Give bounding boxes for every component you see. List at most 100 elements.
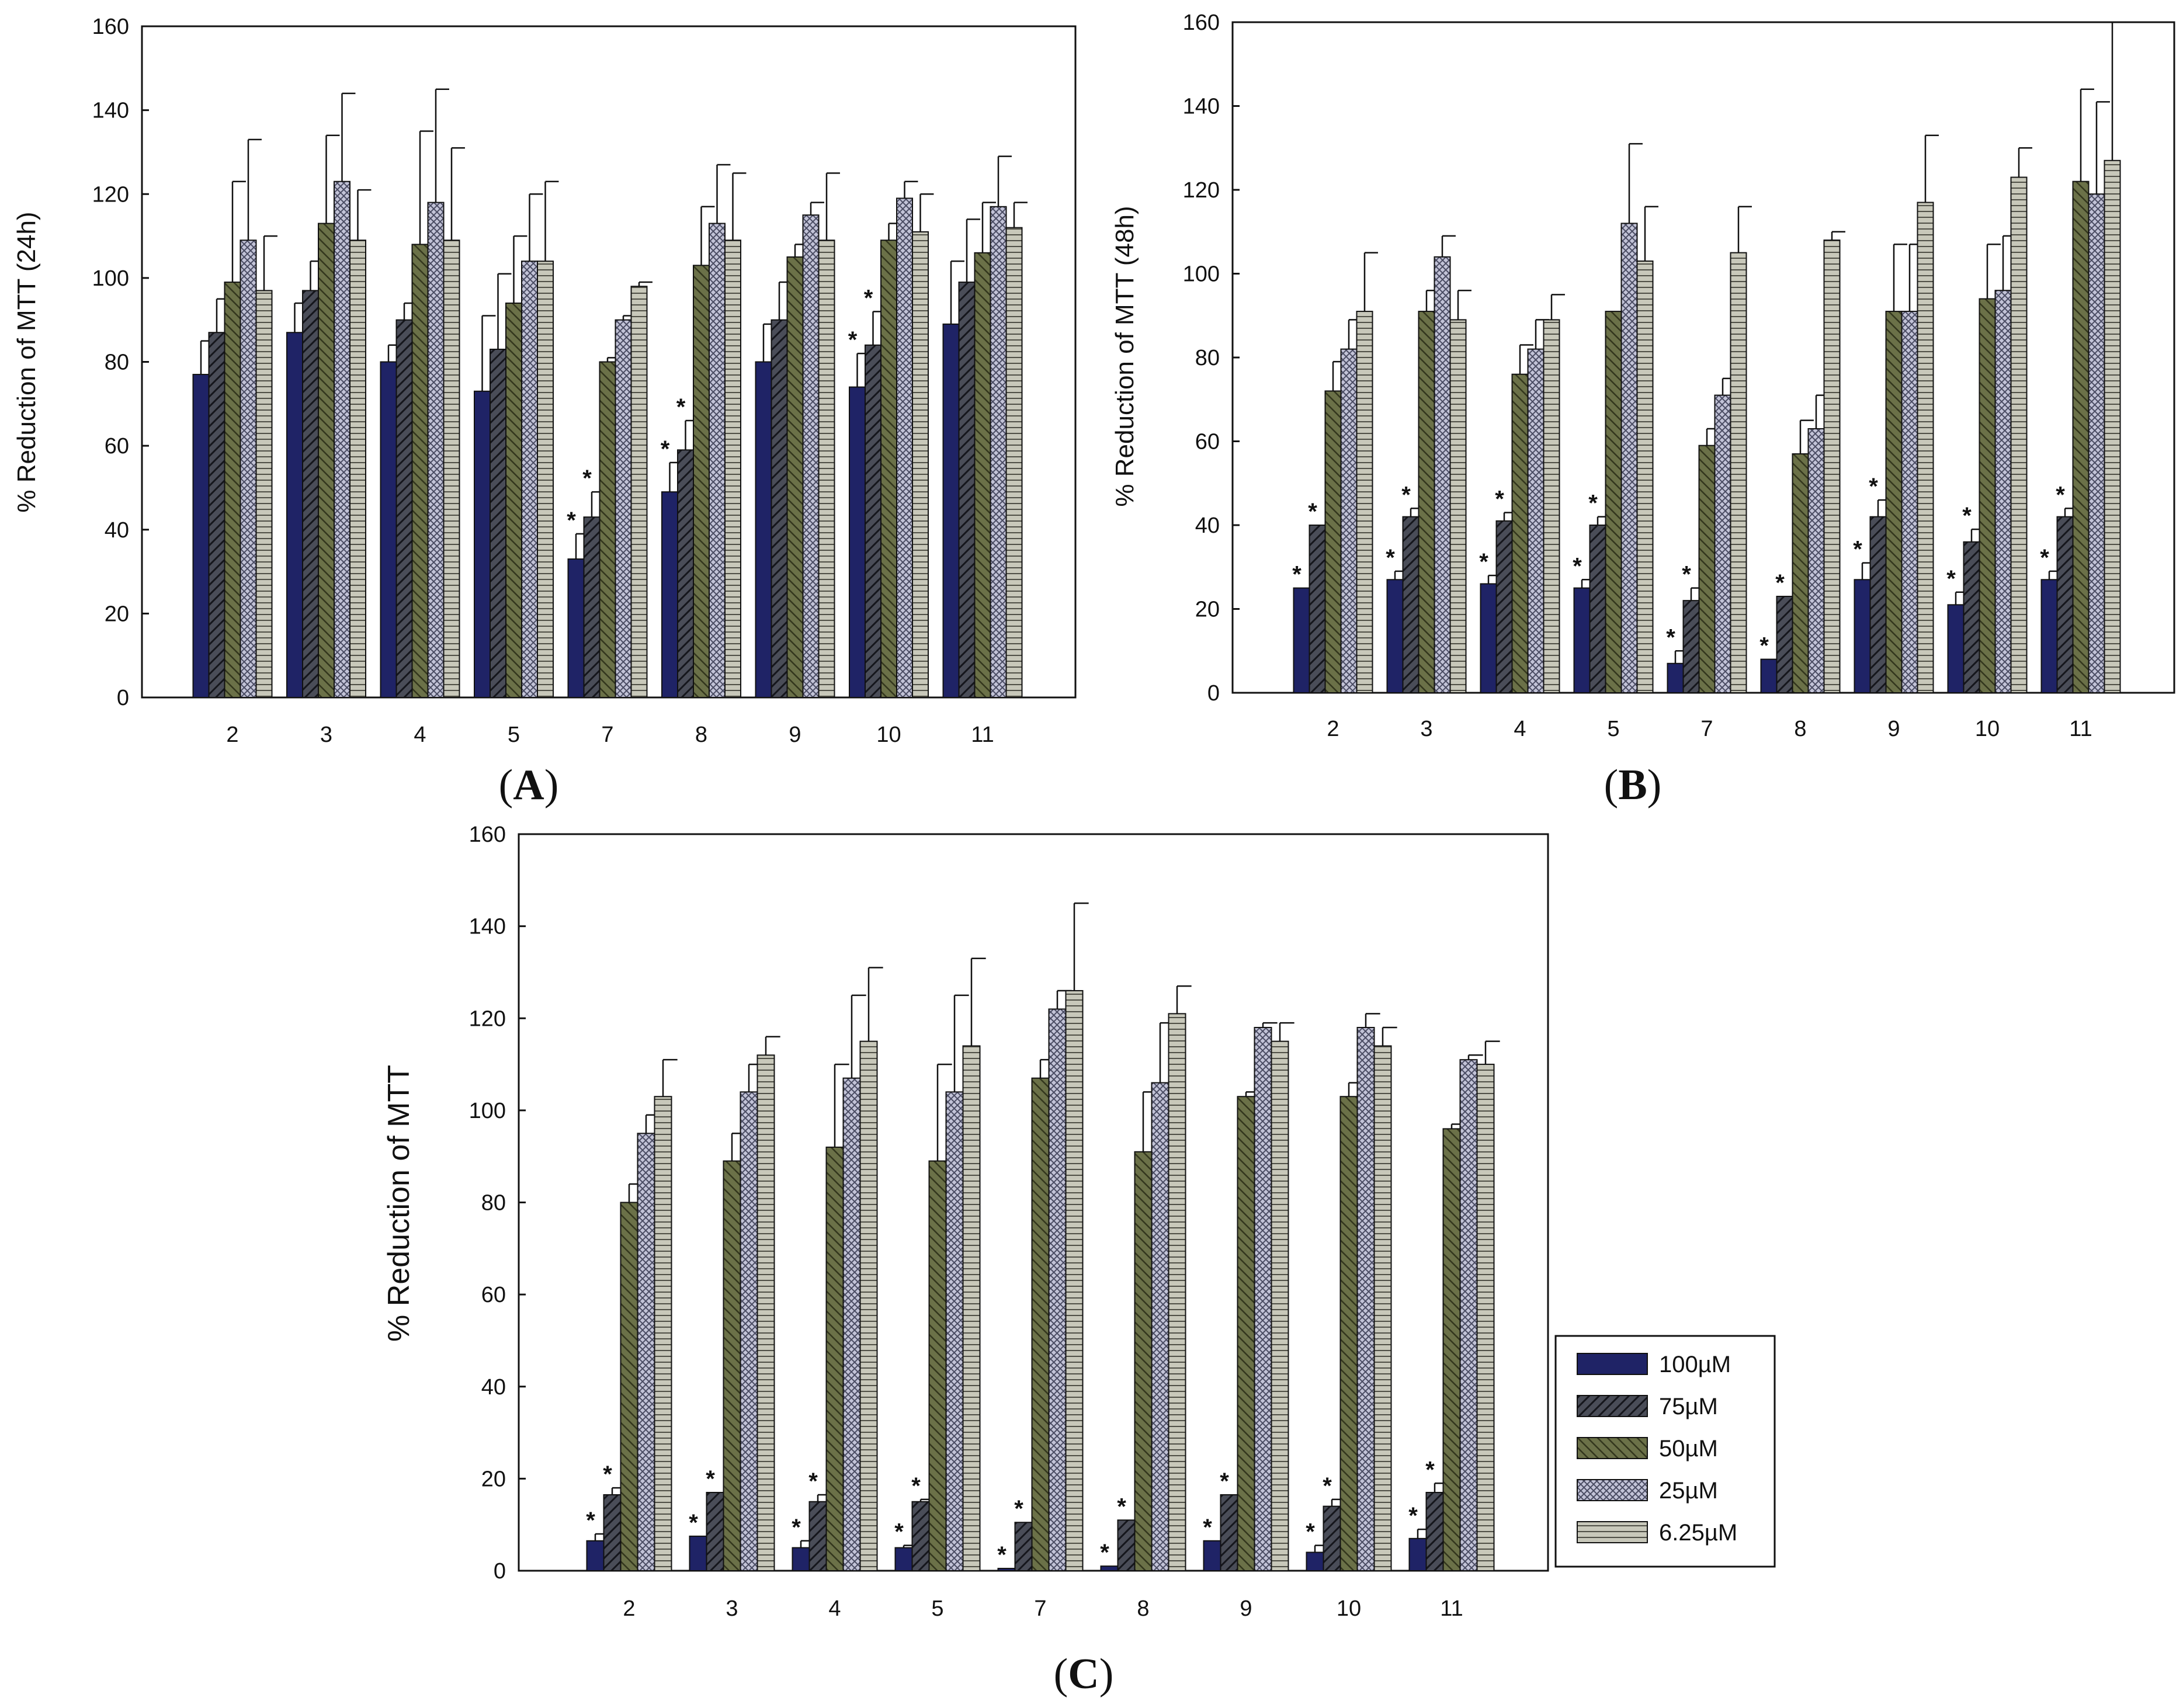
panel-c-ytick-label: 100 [469,1099,506,1123]
bar-b-5-s1 [1589,525,1606,693]
bar-a-4-s4 [443,239,460,698]
bar-c-9-s3 [1254,1027,1272,1571]
bar-a-11-s4 [1005,227,1023,698]
panel-b-xtick-label: 9 [1887,717,1900,741]
panel-a-ytick-label: 120 [92,182,129,207]
bar-a-7-s0 [567,558,585,698]
panel-c-ytick-label: 60 [481,1283,506,1307]
bar-c-7-s2 [1031,1077,1050,1572]
significance-star: * [1495,486,1504,512]
panel-b-xtick-label: 5 [1607,717,1619,741]
bar-c-3-s0 [689,1535,707,1571]
bar-b-11-s0 [2040,579,2058,694]
significance-star: * [676,394,686,420]
bar-b-4-s1 [1495,520,1513,693]
panel-b: % Reduction of MTT (48h) 0 20 40 60 80 100 120… [1110,11,2175,809]
bar-a-3-s4 [349,239,366,698]
bar-c-10-s0 [1306,1551,1324,1572]
bar-a-3-s1 [302,290,319,698]
bar-c-3-s3 [740,1091,758,1571]
bar-b-10-s1 [1963,541,1980,693]
panel-a-xtick-label: 3 [320,723,332,747]
panel-c-axis: 0 20 40 60 80 100 120 140 160 2 3 4 5 7 8 9 10 11 [469,822,1463,1621]
legend-label-4: 6.25µM [1659,1520,1737,1546]
panel-b-ytick-label: 120 [1183,178,1220,203]
panel-c-bars: * * * * * * * * * * * * * * * * * * [586,902,1500,1572]
panel-c-letter: C [1068,1650,1099,1698]
panel-b-bars: * * * * * * * * * * * * * * * * * * [1292,21,2126,694]
panel-a-ytick-label: 80 [105,350,129,375]
bar-c-10-s3 [1356,1027,1375,1571]
bar-a-10-s1 [865,344,881,698]
significance-star: * [1962,503,1972,529]
bar-a-7-s1 [583,516,601,698]
significance-star: * [1775,570,1785,596]
bar-a-5-s1 [490,348,506,698]
panel-b-ytick-label: 100 [1183,262,1220,287]
bar-a-4-s1 [395,319,413,698]
panel-b-caption: (B) [1604,761,1662,809]
panel-c-xtick-label: 8 [1137,1596,1149,1621]
panel-b-xtick-label: 10 [1975,717,2000,741]
bar-a-4-s2 [411,244,429,698]
panel-b-xtick-label: 2 [1327,717,1339,741]
panel-a-bars: ****** [192,88,1028,699]
bar-b-5-s4 [1636,260,1654,694]
significance-star: * [1666,624,1675,650]
panel-a-xtick-label: 7 [601,723,613,747]
bar-c-5-s3 [945,1091,964,1571]
bar-c-5-s4 [962,1045,981,1571]
panel-c-xtick-label: 3 [726,1596,738,1621]
panel-b-ytick-label: 0 [1207,681,1220,706]
panel-c-caption: (C) [1054,1650,1114,1698]
bar-c-3-s2 [723,1160,741,1571]
bar-b-9-s0 [1854,579,1871,694]
bar-a-9-s2 [786,256,804,698]
bar-b-3-s1 [1402,516,1420,694]
bar-b-8-s4 [1823,239,1841,694]
bar-b-5-s2 [1605,311,1622,693]
significance-star: * [1759,633,1769,659]
bar-c-4-s1 [808,1501,827,1571]
significance-star: * [1117,1494,1126,1519]
bar-b-8-s3 [1807,428,1825,693]
bar-a-10-s4 [912,231,929,699]
bar-b-4-s2 [1511,373,1529,693]
panel-a-ytick-label: 0 [117,686,129,710]
bar-c-8-s3 [1151,1082,1169,1571]
bar-b-11-s3 [2088,193,2105,693]
panel-b-ytick-label: 140 [1183,95,1220,119]
panel-a-xtick-label: 11 [971,723,994,747]
panel-c: % Reduction of MTT 0 20 40 60 80 100 120 140 160… [382,822,1549,1698]
bar-b-3-s3 [1434,256,1451,693]
bar-b-10-s0 [1947,604,1965,693]
bar-a-9-s1 [771,319,788,698]
bar-c-11-s2 [1442,1128,1461,1571]
bar-c-9-s4 [1271,1040,1289,1571]
bar-a-10-s0 [849,386,866,698]
significance-star: * [1014,1496,1023,1522]
bar-c-9-s1 [1220,1494,1238,1572]
panel-a-ytick-label: 40 [105,518,129,543]
panel-c-ytick-label: 140 [469,915,506,939]
legend-swatch-3 [1577,1479,1648,1501]
significance-star: * [706,1466,715,1492]
bar-c-7-s3 [1048,1008,1067,1572]
significance-star: * [582,466,592,491]
panel-b-xtick-label: 4 [1514,717,1526,741]
bar-b-9-s2 [1885,311,1903,693]
panel-a-caption: (A) [499,761,559,809]
panel-a-ytick-label: 100 [92,266,129,291]
panel-c-ytick-label: 80 [481,1191,506,1216]
bar-c-10-s1 [1323,1505,1341,1572]
bar-a-8-s0 [661,491,678,699]
panel-b-ytick-label: 80 [1195,346,1220,370]
bar-c-10-s4 [1373,1045,1392,1571]
bar-c-8-s0 [1100,1565,1119,1571]
bar-c-9-s2 [1237,1096,1255,1571]
bar-b-2-s1 [1309,525,1326,693]
bar-c-4-s0 [792,1547,810,1571]
bar-b-11-s4 [2104,159,2121,693]
significance-star: * [1308,499,1317,525]
panel-c-ytick-label: 40 [481,1375,506,1400]
